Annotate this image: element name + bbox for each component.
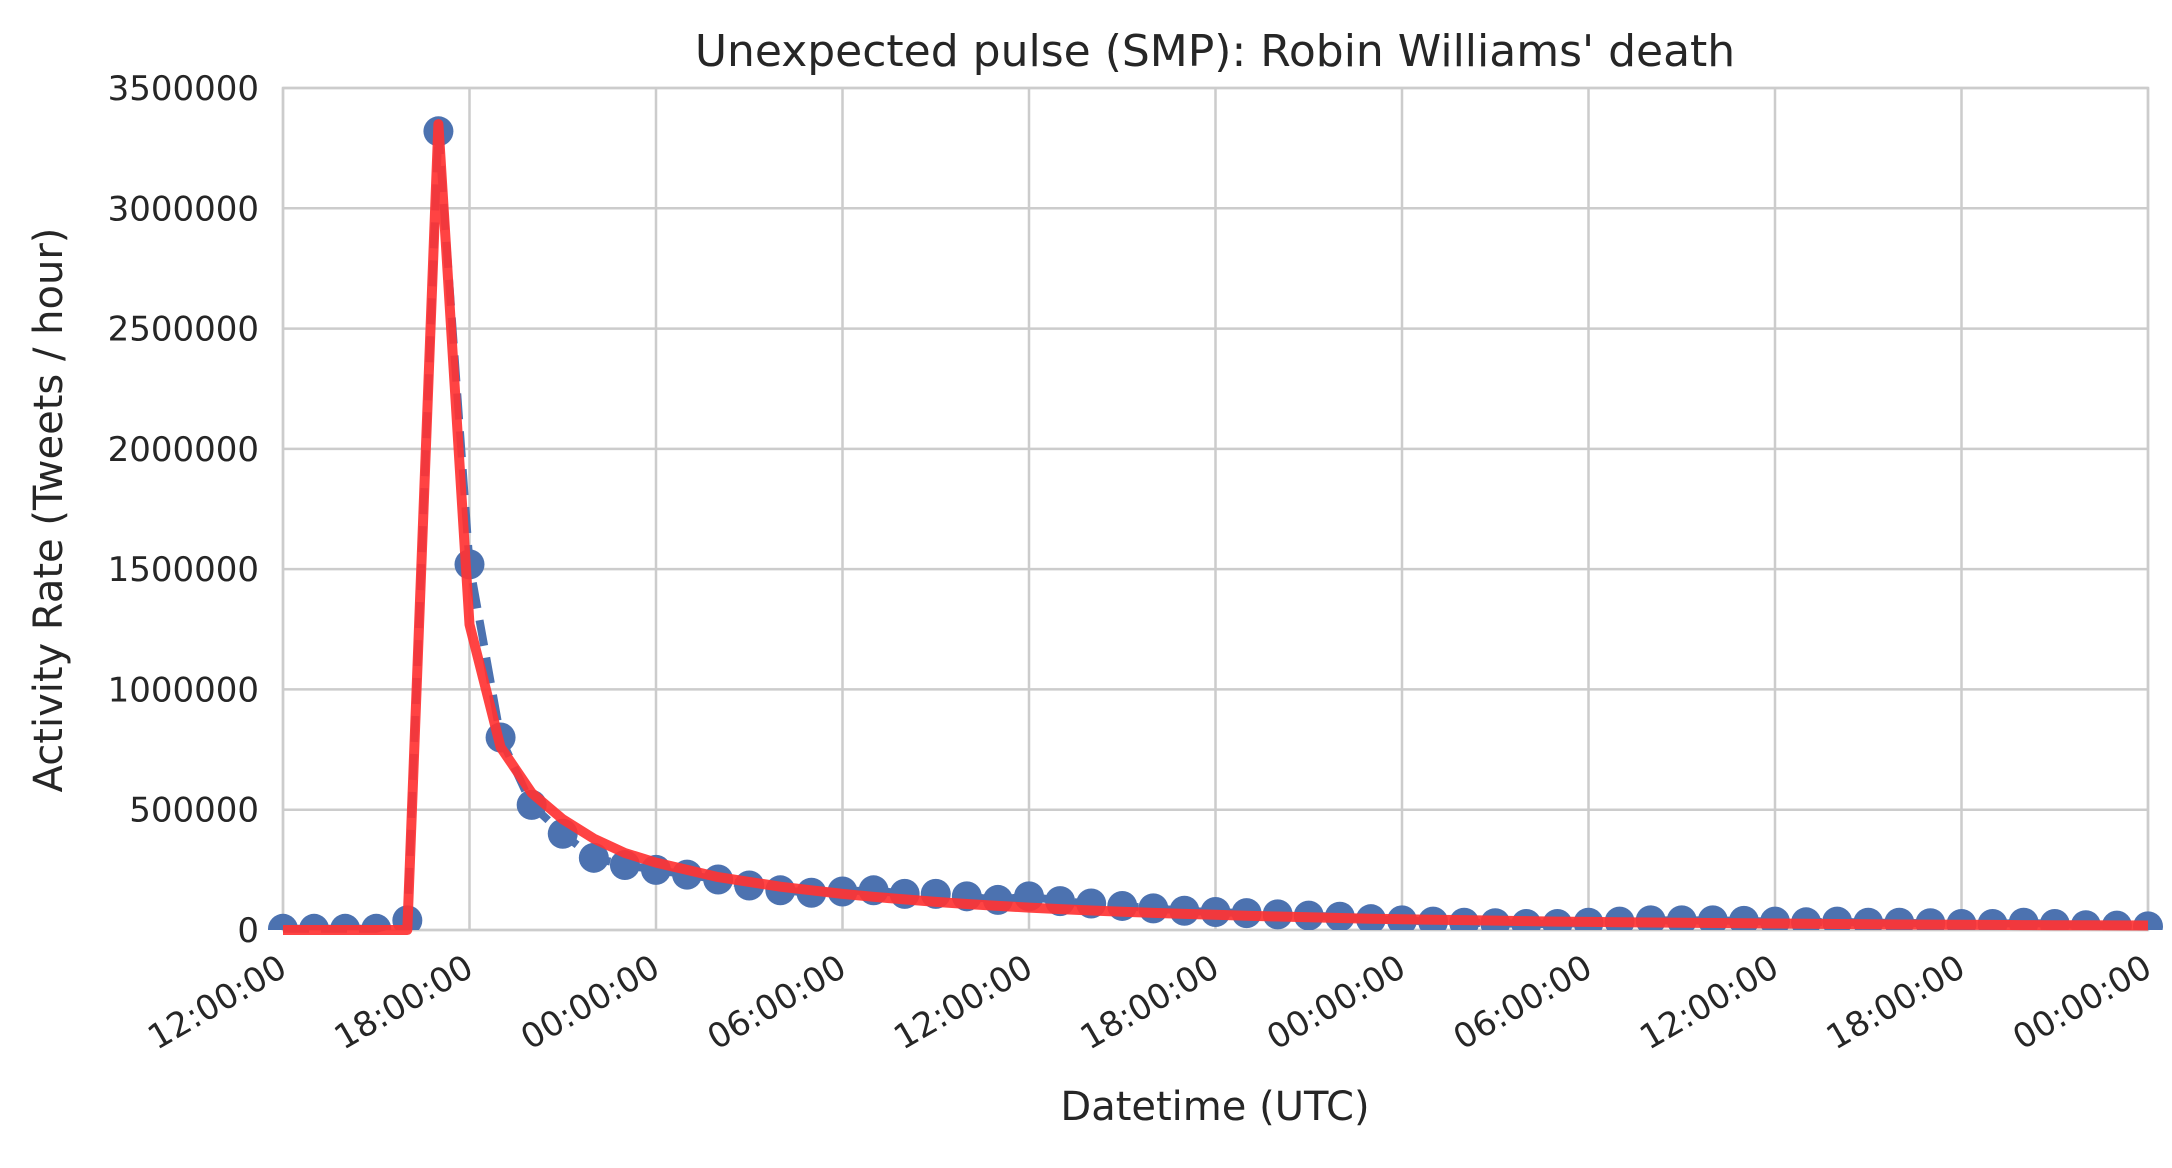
grid	[281, 86, 2150, 932]
y-tick-label: 1500000	[108, 550, 259, 590]
x-tick-label: 06:00:00	[1447, 947, 1599, 1058]
series-layer	[268, 116, 2163, 935]
y-tick-label: 500000	[129, 791, 259, 831]
x-tick-label: 00:00:00	[2006, 947, 2158, 1058]
y-tick-labels: 0 500000 1000000 1500000 2000000 2500000 30000…	[108, 69, 259, 951]
x-tick-label: 18:00:00	[1820, 947, 1972, 1058]
x-tick-label: 06:00:00	[701, 947, 853, 1058]
series-fit-line	[283, 119, 2149, 935]
y-axis-label: Activity Rate (Tweets / hour)	[26, 228, 72, 793]
x-tick-labels: 12:00:00 18:00:00 00:00:00 06:00:00 12:00:00…	[141, 947, 2158, 1058]
data-point	[578, 842, 609, 873]
x-tick-label: 00:00:00	[1260, 947, 1412, 1058]
y-tick-label: 2500000	[108, 310, 259, 350]
chart-title: Unexpected pulse (SMP): Robin Williams' …	[695, 26, 1735, 77]
y-tick-label: 2000000	[108, 430, 259, 470]
y-tick-label: 3000000	[108, 189, 259, 229]
x-tick-label: 12:00:00	[141, 947, 293, 1058]
x-tick-label: 18:00:00	[1074, 947, 1226, 1058]
y-tick-label: 1000000	[108, 670, 259, 710]
x-axis-label: Datetime (UTC)	[1060, 1084, 1369, 1130]
x-tick-label: 12:00:00	[1633, 947, 1785, 1058]
x-tick-label: 18:00:00	[328, 947, 480, 1058]
y-tick-label: 0	[237, 911, 259, 951]
x-tick-label: 00:00:00	[514, 947, 666, 1058]
plot-frame	[281, 86, 2150, 932]
x-tick-label: 12:00:00	[887, 947, 1039, 1058]
y-tick-label: 3500000	[108, 69, 259, 109]
